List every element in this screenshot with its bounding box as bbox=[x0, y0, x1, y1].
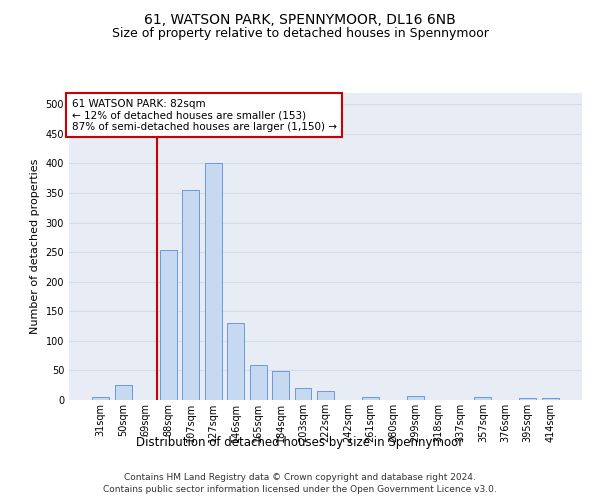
Text: Contains HM Land Registry data © Crown copyright and database right 2024.: Contains HM Land Registry data © Crown c… bbox=[124, 473, 476, 482]
Bar bbox=[272, 371, 289, 400]
Bar bbox=[542, 398, 559, 400]
Text: 61, WATSON PARK, SPENNYMOOR, DL16 6NB: 61, WATSON PARK, SPENNYMOOR, DL16 6NB bbox=[144, 12, 456, 26]
Text: Size of property relative to detached houses in Spennymoor: Size of property relative to detached ho… bbox=[112, 28, 488, 40]
Bar bbox=[520, 398, 536, 400]
Bar bbox=[182, 190, 199, 400]
Bar bbox=[115, 385, 131, 400]
Bar bbox=[250, 364, 266, 400]
Bar bbox=[407, 396, 424, 400]
Text: Contains public sector information licensed under the Open Government Licence v3: Contains public sector information licen… bbox=[103, 484, 497, 494]
Bar bbox=[317, 391, 334, 400]
Text: Distribution of detached houses by size in Spennymoor: Distribution of detached houses by size … bbox=[136, 436, 464, 449]
Bar bbox=[295, 388, 311, 400]
Text: 61 WATSON PARK: 82sqm
← 12% of detached houses are smaller (153)
87% of semi-det: 61 WATSON PARK: 82sqm ← 12% of detached … bbox=[71, 98, 337, 132]
Bar bbox=[362, 397, 379, 400]
Bar bbox=[205, 164, 221, 400]
Bar bbox=[160, 250, 176, 400]
Bar bbox=[227, 323, 244, 400]
Y-axis label: Number of detached properties: Number of detached properties bbox=[30, 158, 40, 334]
Bar bbox=[92, 397, 109, 400]
Bar bbox=[475, 397, 491, 400]
